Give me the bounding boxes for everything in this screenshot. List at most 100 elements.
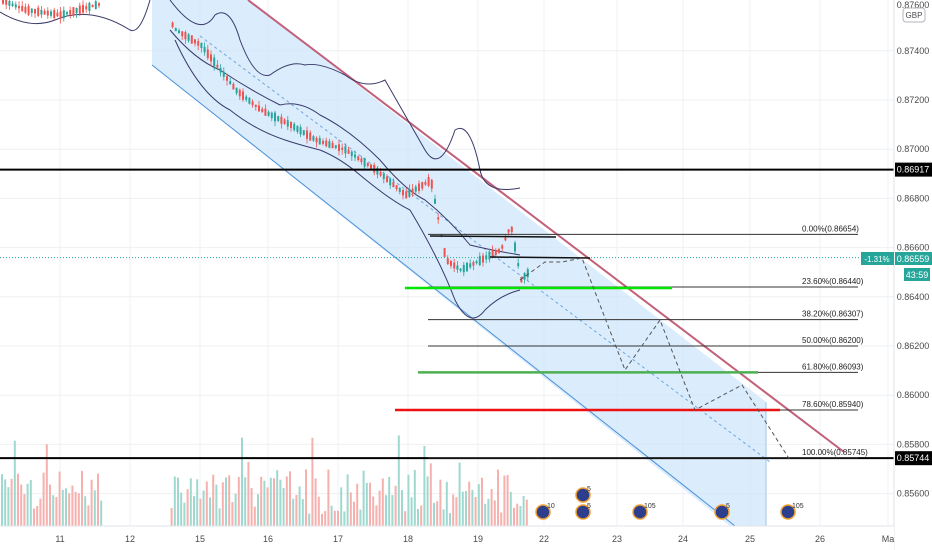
candle[interactable] <box>494 250 497 256</box>
candle[interactable] <box>402 189 404 196</box>
candle[interactable] <box>382 173 385 180</box>
candle[interactable] <box>37 7 40 16</box>
candle[interactable] <box>235 87 238 94</box>
candle[interactable] <box>510 226 513 233</box>
candle[interactable] <box>290 121 292 129</box>
candle[interactable] <box>360 158 363 163</box>
candle[interactable] <box>459 268 462 271</box>
candle[interactable] <box>219 67 222 73</box>
candle[interactable] <box>171 22 174 28</box>
candle[interactable] <box>370 164 372 169</box>
candle[interactable] <box>414 186 417 192</box>
candle[interactable] <box>283 119 286 125</box>
candle[interactable] <box>408 189 411 197</box>
candle[interactable] <box>411 188 414 194</box>
candle[interactable] <box>392 181 395 188</box>
candle[interactable] <box>306 130 308 139</box>
candle[interactable] <box>325 140 328 147</box>
candle[interactable] <box>482 255 484 263</box>
candle[interactable] <box>203 46 206 53</box>
candle[interactable] <box>501 245 504 249</box>
candle[interactable] <box>363 158 366 167</box>
candle[interactable] <box>280 116 283 124</box>
candle[interactable] <box>213 57 216 67</box>
event-badge-icon[interactable] <box>780 504 796 520</box>
candle[interactable] <box>85 6 88 10</box>
candle[interactable] <box>184 32 187 40</box>
candle[interactable] <box>222 71 225 77</box>
candle[interactable] <box>50 11 52 16</box>
candle[interactable] <box>421 182 424 189</box>
currency-badge[interactable]: GBP <box>902 7 926 23</box>
event-badge-icon[interactable] <box>575 487 591 503</box>
candle[interactable] <box>226 76 228 81</box>
candle[interactable] <box>21 5 24 12</box>
candle[interactable] <box>261 108 264 113</box>
candle[interactable] <box>232 83 235 90</box>
candle[interactable] <box>11 3 14 6</box>
candle[interactable] <box>254 104 257 107</box>
candle[interactable] <box>94 1 97 9</box>
candle[interactable] <box>174 28 177 32</box>
candle[interactable] <box>200 43 203 48</box>
candle[interactable] <box>69 9 72 15</box>
candle[interactable] <box>331 142 334 149</box>
candle[interactable] <box>526 269 529 278</box>
candle[interactable] <box>267 111 270 116</box>
candle[interactable] <box>43 10 46 15</box>
candle[interactable] <box>443 248 446 258</box>
candle[interactable] <box>30 8 33 13</box>
candle[interactable] <box>386 176 388 182</box>
time-axis-panel[interactable] <box>0 526 894 550</box>
candlestick-series[interactable] <box>2 0 529 284</box>
candle[interactable] <box>462 264 465 273</box>
candle[interactable] <box>395 185 398 190</box>
candle[interactable] <box>318 138 321 145</box>
candle[interactable] <box>72 7 75 16</box>
candle[interactable] <box>338 144 340 152</box>
candle[interactable] <box>238 89 241 97</box>
candle[interactable] <box>66 12 68 15</box>
candle[interactable] <box>248 97 251 104</box>
candle[interactable] <box>302 130 305 136</box>
candle[interactable] <box>498 249 500 253</box>
event-badge-icon[interactable] <box>714 504 730 520</box>
event-badge-icon[interactable] <box>632 504 648 520</box>
candle[interactable] <box>27 5 30 15</box>
drawn-levels[interactable] <box>395 286 780 412</box>
candle[interactable] <box>453 262 456 269</box>
candle[interactable] <box>424 182 427 185</box>
candle[interactable] <box>315 137 318 143</box>
candle[interactable] <box>270 112 273 119</box>
event-badge-icon[interactable] <box>575 504 591 520</box>
candle[interactable] <box>472 261 475 266</box>
candle[interactable] <box>14 4 17 8</box>
candle[interactable] <box>24 6 27 13</box>
candle[interactable] <box>488 252 491 260</box>
candle[interactable] <box>53 10 56 18</box>
candle[interactable] <box>18 6 20 9</box>
candle[interactable] <box>456 265 459 270</box>
candle[interactable] <box>491 250 494 258</box>
candle[interactable] <box>517 263 520 267</box>
candle[interactable] <box>216 64 219 68</box>
candle[interactable] <box>450 260 452 266</box>
candle[interactable] <box>88 2 91 11</box>
candle[interactable] <box>354 154 356 158</box>
candle[interactable] <box>194 39 196 44</box>
candle[interactable] <box>229 81 232 85</box>
candle[interactable] <box>62 10 65 19</box>
candle[interactable] <box>59 11 62 19</box>
candle[interactable] <box>405 191 408 199</box>
candle[interactable] <box>475 261 478 264</box>
candle[interactable] <box>190 35 193 44</box>
candle[interactable] <box>430 179 433 189</box>
candle[interactable] <box>296 125 299 132</box>
drawn-line-lower[interactable] <box>489 256 591 259</box>
candle[interactable] <box>264 108 267 116</box>
candle[interactable] <box>82 4 84 13</box>
candle[interactable] <box>366 163 369 167</box>
candle[interactable] <box>379 171 382 176</box>
candle[interactable] <box>523 273 526 280</box>
